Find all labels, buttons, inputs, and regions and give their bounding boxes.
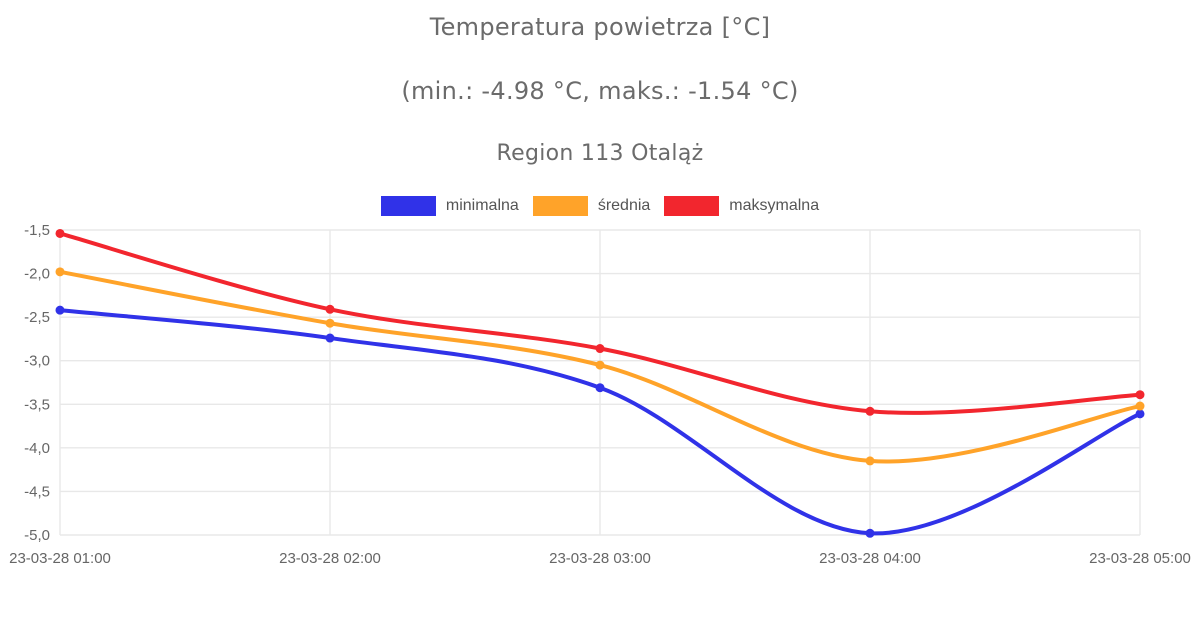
data-point-średnia	[55, 267, 65, 277]
chart-title: Temperatura powietrza [°C]	[429, 13, 771, 41]
gridlines	[59, 229, 1141, 536]
y-axis-tick-label: -4,0	[24, 440, 50, 457]
data-point-minimalna	[325, 333, 335, 343]
data-point-średnia	[325, 318, 335, 328]
series-line-minimalna	[58, 308, 1142, 536]
legend-item-minimalna[interactable]: minimalna	[380, 196, 519, 216]
y-axis-tick-label: -3,5	[24, 396, 50, 413]
x-axis-tick-label: 23-03-28 02:00	[279, 550, 381, 567]
x-axis-tick-label: 23-03-28 04:00	[819, 550, 921, 567]
legend-label: maksymalna	[729, 197, 820, 214]
chart-legend: minimalna średnia maksymalna	[0, 196, 1200, 216]
x-axis-tick-label: 23-03-28 01:00	[9, 550, 111, 567]
data-point-maksymalna	[55, 228, 65, 238]
data-point-minimalna	[865, 528, 875, 538]
y-axis-tick-label: -1,5	[24, 222, 50, 239]
data-point-maksymalna	[865, 406, 875, 416]
legend-swatch	[664, 196, 720, 216]
data-point-minimalna	[595, 383, 605, 393]
data-point-minimalna	[1135, 409, 1145, 419]
data-point-maksymalna	[325, 304, 335, 314]
legend-swatch	[532, 196, 588, 216]
legend-label: średnia	[597, 197, 651, 214]
data-point-średnia	[865, 456, 875, 466]
y-axis-tick-label: -2,0	[24, 266, 50, 283]
data-point-średnia	[1135, 401, 1145, 411]
y-axis-tick-label: -5,0	[24, 527, 50, 544]
legend-swatch	[380, 196, 436, 216]
data-point-maksymalna	[595, 344, 605, 354]
x-axis-tick-label: 23-03-28 03:00	[549, 550, 651, 567]
data-point-maksymalna	[1135, 390, 1145, 400]
data-point-minimalna	[55, 305, 65, 315]
chart-region-title: Region 113 Otaląż	[496, 141, 704, 166]
legend-item-średnia[interactable]: średnia	[532, 196, 651, 216]
legend-item-maksymalna[interactable]: maksymalna	[664, 196, 819, 216]
legend-label: minimalna	[445, 197, 519, 214]
chart-subtitle: (min.: -4.98 °C, maks.: -1.54 °C)	[401, 77, 799, 105]
y-axis-tick-label: -3,0	[24, 353, 50, 370]
x-axis-tick-label: 23-03-28 05:00	[1089, 550, 1191, 567]
y-axis-tick-label: -2,5	[24, 309, 50, 326]
y-axis-tick-label: -4,5	[24, 483, 50, 500]
data-point-średnia	[595, 360, 605, 370]
